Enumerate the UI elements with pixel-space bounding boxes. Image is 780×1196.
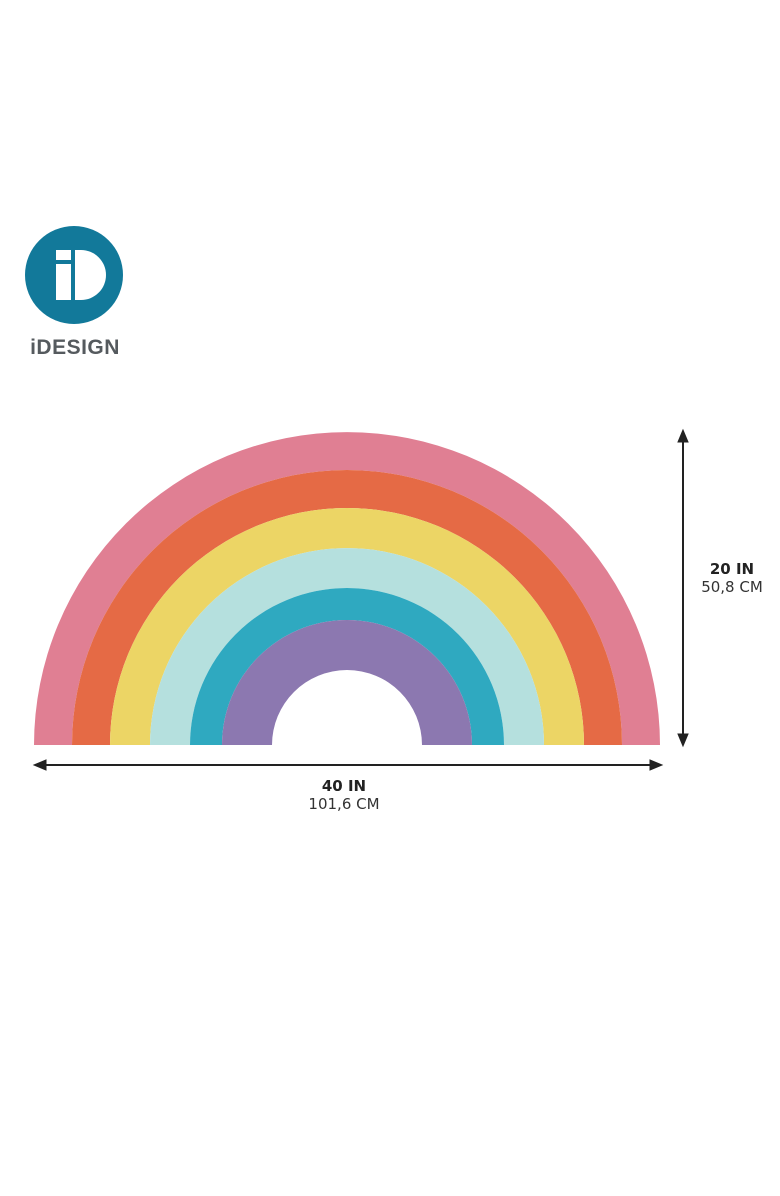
height-metric: 50,8 CM: [701, 578, 763, 596]
height-arrow: [677, 428, 689, 748]
height-imperial: 20 IN: [709, 560, 755, 578]
logo-mark: [25, 226, 123, 324]
rainbow-band: [190, 588, 504, 745]
width-imperial: 40 IN: [321, 777, 367, 795]
width-arrow: [32, 759, 664, 771]
height-dimension: 20 IN 50,8 CM: [690, 560, 774, 596]
rainbow-band: [110, 508, 584, 745]
width-metric: 101,6 CM: [308, 795, 380, 813]
rainbow-band: [222, 620, 472, 745]
rainbow-band: [34, 432, 660, 745]
rainbow-band: [72, 470, 622, 745]
rainbow-band: [150, 548, 544, 745]
width-dimension: 40 IN 101,6 CM: [244, 777, 444, 813]
idesign-logo: iDESIGN: [14, 226, 136, 362]
logo-wordmark: iDESIGN: [30, 336, 120, 359]
